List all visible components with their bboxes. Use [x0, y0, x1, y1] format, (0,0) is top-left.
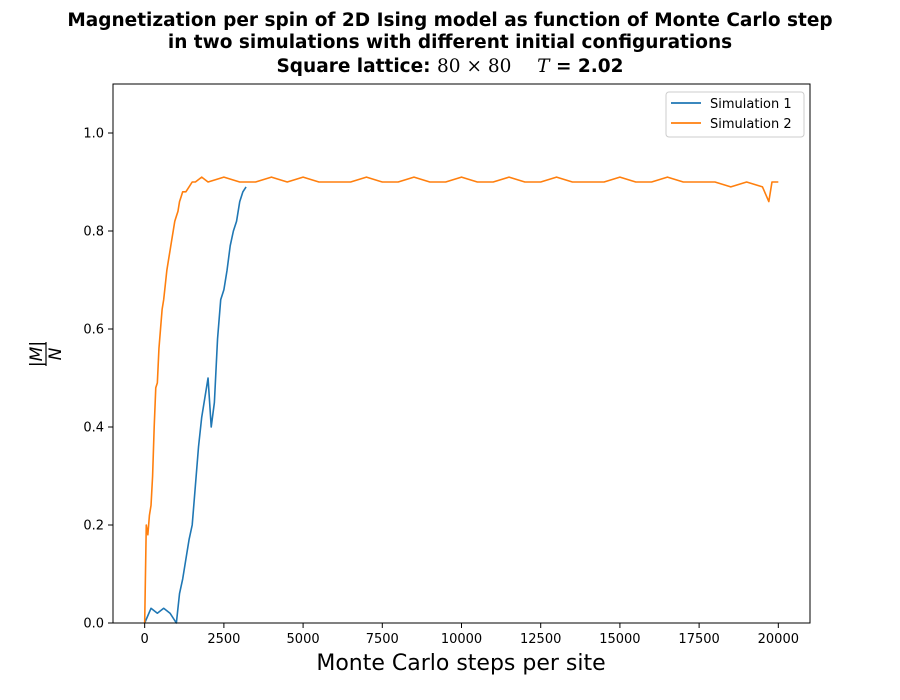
x-tick-label: 17500 [678, 632, 719, 647]
x-tick-label: 7500 [366, 632, 399, 647]
x-tick-label: 5000 [287, 632, 320, 647]
x-axis-label: Monte Carlo steps per site [316, 651, 605, 676]
x-tick-label: 12500 [520, 632, 561, 647]
chart-title-line-1: Magnetization per spin of 2D Ising model… [67, 10, 833, 31]
title-temperature-symbol: T [537, 56, 550, 77]
series-line-simulation-2 [143, 176, 779, 624]
y-tick-label: 0.6 [83, 323, 104, 338]
y-axis-ticks: 0.0 0.2 0.4 0.6 0.8 1.0 [83, 127, 113, 632]
y-tick-label: 0.0 [83, 617, 104, 632]
x-tick-label: 10000 [441, 632, 482, 647]
chart-title-line-3: Square lattice: 80 × 80 T = 2.02 [0, 56, 900, 77]
legend-label-simulation-2: Simulation 2 [710, 117, 792, 132]
legend-label-simulation-1: Simulation 1 [710, 97, 792, 112]
y-tick-label: 0.8 [83, 225, 104, 240]
x-tick-label: 2500 [207, 632, 240, 647]
x-tick-label: 20000 [758, 632, 799, 647]
title-lattice-size: 80 × 80 [437, 56, 512, 77]
title-temperature-value: = 2.02 [555, 56, 624, 77]
x-tick-label: 15000 [599, 632, 640, 647]
y-axis-label: |M| N [27, 341, 66, 367]
legend: Simulation 1 Simulation 2 [665, 91, 805, 138]
title-lattice-label: Square lattice: [276, 56, 431, 77]
x-tick-label: 0 [141, 632, 149, 647]
series-line-simulation-1 [143, 186, 247, 624]
chart-title-line-2: in two simulations with different initia… [167, 32, 733, 53]
y-axis-label-denominator: N [46, 347, 66, 360]
y-axis-label-numerator: |M| [27, 341, 47, 367]
y-tick-label: 0.2 [83, 519, 104, 534]
x-axis-ticks: 0 2500 5000 7500 10000 12500 15000 17500 20000 [141, 623, 799, 647]
y-tick-label: 0.4 [83, 421, 104, 436]
y-tick-label: 1.0 [83, 127, 104, 142]
series-layer [143, 176, 779, 624]
